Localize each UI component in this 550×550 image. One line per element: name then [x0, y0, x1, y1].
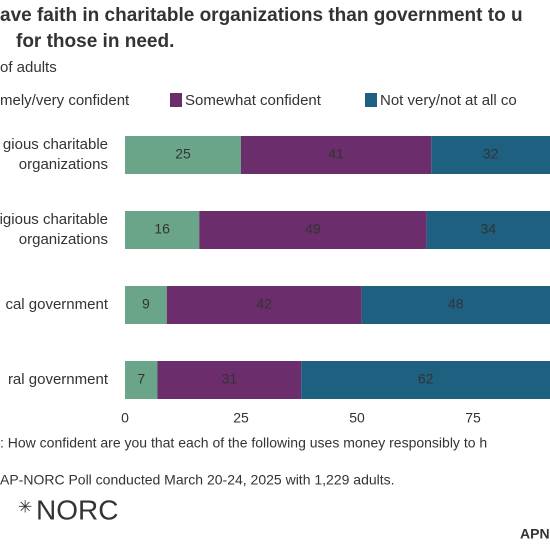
bar-label: 42 — [256, 296, 272, 312]
chart-title: for those in need. — [16, 31, 174, 52]
bar-label: 32 — [483, 146, 499, 162]
chart-subtitle: of adults — [0, 59, 57, 76]
bar — [166, 286, 362, 324]
bar-label: 9 — [142, 296, 150, 312]
bar — [426, 211, 550, 249]
legend-swatch — [170, 93, 182, 107]
note: : How confident are you that each of the… — [0, 435, 487, 451]
bar — [125, 361, 158, 399]
brand: APN — [520, 526, 550, 542]
bar-label: 34 — [481, 221, 497, 237]
y-tick-label: cal government — [5, 296, 108, 313]
x-tick-label: 25 — [233, 410, 249, 426]
bar — [125, 136, 241, 174]
logo: NORC — [36, 494, 118, 525]
legend-label: Not very/not at all co — [380, 92, 517, 109]
y-tick-label: organizations — [19, 231, 108, 248]
legend-label: mely/very confident — [0, 92, 130, 109]
bar-label: 31 — [222, 371, 238, 387]
bar — [241, 136, 432, 174]
bar — [199, 211, 427, 249]
bar-label: 48 — [448, 296, 464, 312]
legend-swatch — [365, 93, 377, 107]
bar — [361, 286, 550, 324]
y-tick-label: igious charitable — [0, 211, 108, 228]
bar-label: 41 — [328, 146, 344, 162]
bar — [431, 136, 550, 174]
bar-label: 62 — [418, 371, 434, 387]
logo-star: ✳ — [18, 497, 32, 516]
y-tick-label: ral government — [8, 371, 109, 388]
bar — [301, 361, 550, 399]
y-tick-label: organizations — [19, 156, 108, 173]
source: AP-NORC Poll conducted March 20-24, 2025… — [0, 472, 395, 488]
bar-label: 16 — [154, 221, 170, 237]
x-tick-label: 50 — [349, 410, 365, 426]
bar — [125, 211, 200, 249]
chart-title: ave faith in charitable organizations th… — [0, 5, 523, 26]
x-tick-label: 0 — [121, 410, 129, 426]
legend-label: Somewhat confident — [185, 92, 322, 109]
bar — [157, 361, 302, 399]
bar-label: 25 — [175, 146, 191, 162]
bar-label: 7 — [137, 371, 145, 387]
x-tick-label: 75 — [465, 410, 481, 426]
y-tick-label: gious charitable — [3, 136, 108, 153]
bar-label: 49 — [305, 221, 321, 237]
bar — [125, 286, 167, 324]
